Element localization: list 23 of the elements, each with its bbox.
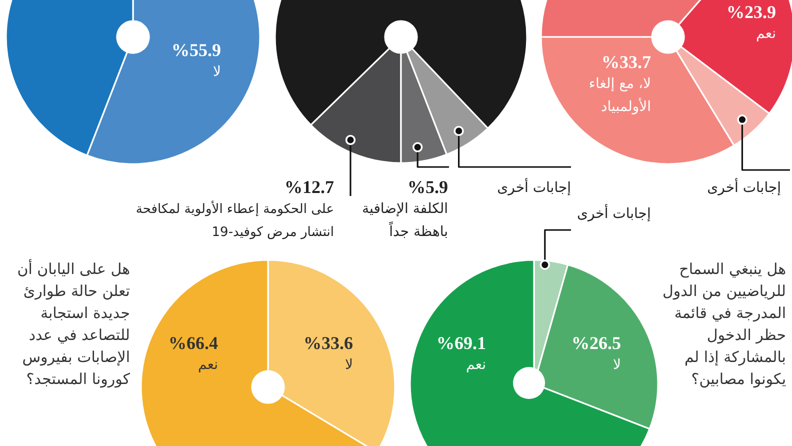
slice-label: لا xyxy=(212,63,221,82)
data-label: %33.7 xyxy=(600,51,651,73)
data-label: %69.1 xyxy=(436,332,486,354)
slice-label: إجابات أخرى xyxy=(496,177,571,198)
data-label: %33.6 xyxy=(302,332,353,354)
slice-label: نعم xyxy=(198,357,218,373)
text: هل على اليابان أن تعلن حالة طوارئ جديدة استجابة للتصاعد في عدد الإصابات بفيروس كورونا المستجد؟ xyxy=(16,258,130,390)
data-label: %5.9 xyxy=(406,176,448,198)
slice-label: الكلفة الإضافية باهظة جداً xyxy=(360,200,448,242)
data-label: %26.5 xyxy=(570,332,621,354)
slice-label: إجابات أخرى xyxy=(706,177,781,198)
text: هل ينبغي السماح للرياضيين من الدول المدرجة في قائمة حظر الدخول بالمشاركة إذا لم يكونوا مصابين؟ xyxy=(661,259,786,390)
slice-label: لا xyxy=(344,356,353,375)
slice-label: لا، مع إلغاء الأولمبياد xyxy=(588,75,651,117)
data-label: %55.9 xyxy=(170,39,221,61)
slice-label: على الحكومة إعطاء الأولوية لمكافحة انتشار مرض كوفيد-19 xyxy=(134,200,334,242)
data-label: %66.4 xyxy=(168,333,218,353)
slice-label: نعم xyxy=(465,356,486,375)
slice-label: لا xyxy=(612,356,621,375)
slice-label: نعم xyxy=(755,25,776,44)
data-label: %12.7 xyxy=(284,176,334,198)
slice-label: إجابات أخرى xyxy=(577,203,652,224)
data-label: %23.9 xyxy=(726,1,776,23)
